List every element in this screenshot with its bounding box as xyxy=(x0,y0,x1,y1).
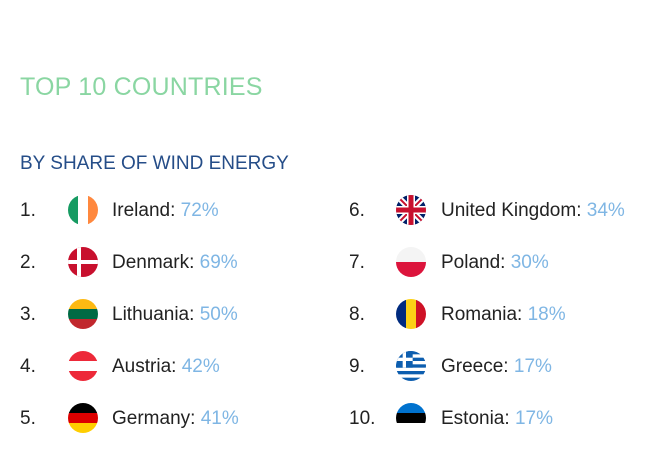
germany-flag-icon xyxy=(68,403,98,433)
share-value: 17% xyxy=(513,356,552,377)
poland-flag-icon xyxy=(396,247,426,277)
share-value: 30% xyxy=(510,252,549,273)
list-item: 4. Austria: 42% xyxy=(20,346,340,398)
country-name: Germany: xyxy=(112,408,196,429)
rank-number: 7. xyxy=(349,252,365,273)
share-value: 17% xyxy=(514,408,553,429)
denmark-flag-icon xyxy=(68,247,98,277)
list-item: 3. Lithuania: 50% xyxy=(20,294,340,346)
rank-number: 1. xyxy=(20,200,36,221)
page-subtitle: BY SHARE OF WIND ENERGY xyxy=(20,153,289,174)
estonia-flag-icon xyxy=(396,403,426,433)
rank-number: 6. xyxy=(349,200,365,221)
rank-number: 10. xyxy=(349,408,376,429)
country-name: Poland: xyxy=(441,252,506,273)
country-name: Austria: xyxy=(112,356,177,377)
share-value: 69% xyxy=(199,252,238,273)
list-item: 6. United Kingdom: 34% xyxy=(349,190,650,242)
ranking-list-right: 6. United Kingdom: 34% 7. P xyxy=(349,190,650,450)
country-name: Ireland: xyxy=(112,200,176,221)
rank-number: 8. xyxy=(349,304,365,325)
country-name: Greece: xyxy=(441,356,509,377)
ranking-list-left: 1. Ireland: 72% 2. Denmark: 69% xyxy=(20,190,340,450)
rank-number: 2. xyxy=(20,252,36,273)
romania-flag-icon xyxy=(396,299,426,329)
list-item: 10. Estonia: 17% xyxy=(349,398,650,450)
rank-number: 4. xyxy=(20,356,36,377)
lithuania-flag-icon xyxy=(68,299,98,329)
list-item: 8. Romania: 18% xyxy=(349,294,650,346)
rank-number: 9. xyxy=(349,356,365,377)
ireland-flag-icon xyxy=(68,195,98,225)
austria-flag-icon xyxy=(68,351,98,381)
country-name: United Kingdom: xyxy=(441,200,582,221)
country-name: Denmark: xyxy=(112,252,195,273)
share-value: 50% xyxy=(199,304,238,325)
list-item: 1. Ireland: 72% xyxy=(20,190,340,242)
list-item: 5. Germany: 41% xyxy=(20,398,340,450)
list-item: 2. Denmark: 69% xyxy=(20,242,340,294)
country-name: Romania: xyxy=(441,304,523,325)
country-name: Estonia: xyxy=(441,408,510,429)
country-name: Lithuania: xyxy=(112,304,195,325)
share-value: 41% xyxy=(200,408,239,429)
page-title: TOP 10 COUNTRIES xyxy=(20,73,263,101)
share-value: 34% xyxy=(586,200,625,221)
share-value: 42% xyxy=(181,356,220,377)
list-item: 7. Poland: 30% xyxy=(349,242,650,294)
greece-flag-icon xyxy=(396,351,426,381)
share-value: 72% xyxy=(180,200,219,221)
list-item: 9. Greece: 17% xyxy=(349,346,650,398)
united-kingdom-flag-icon xyxy=(396,195,426,225)
rank-number: 3. xyxy=(20,304,36,325)
share-value: 18% xyxy=(527,304,566,325)
rank-number: 5. xyxy=(20,408,36,429)
